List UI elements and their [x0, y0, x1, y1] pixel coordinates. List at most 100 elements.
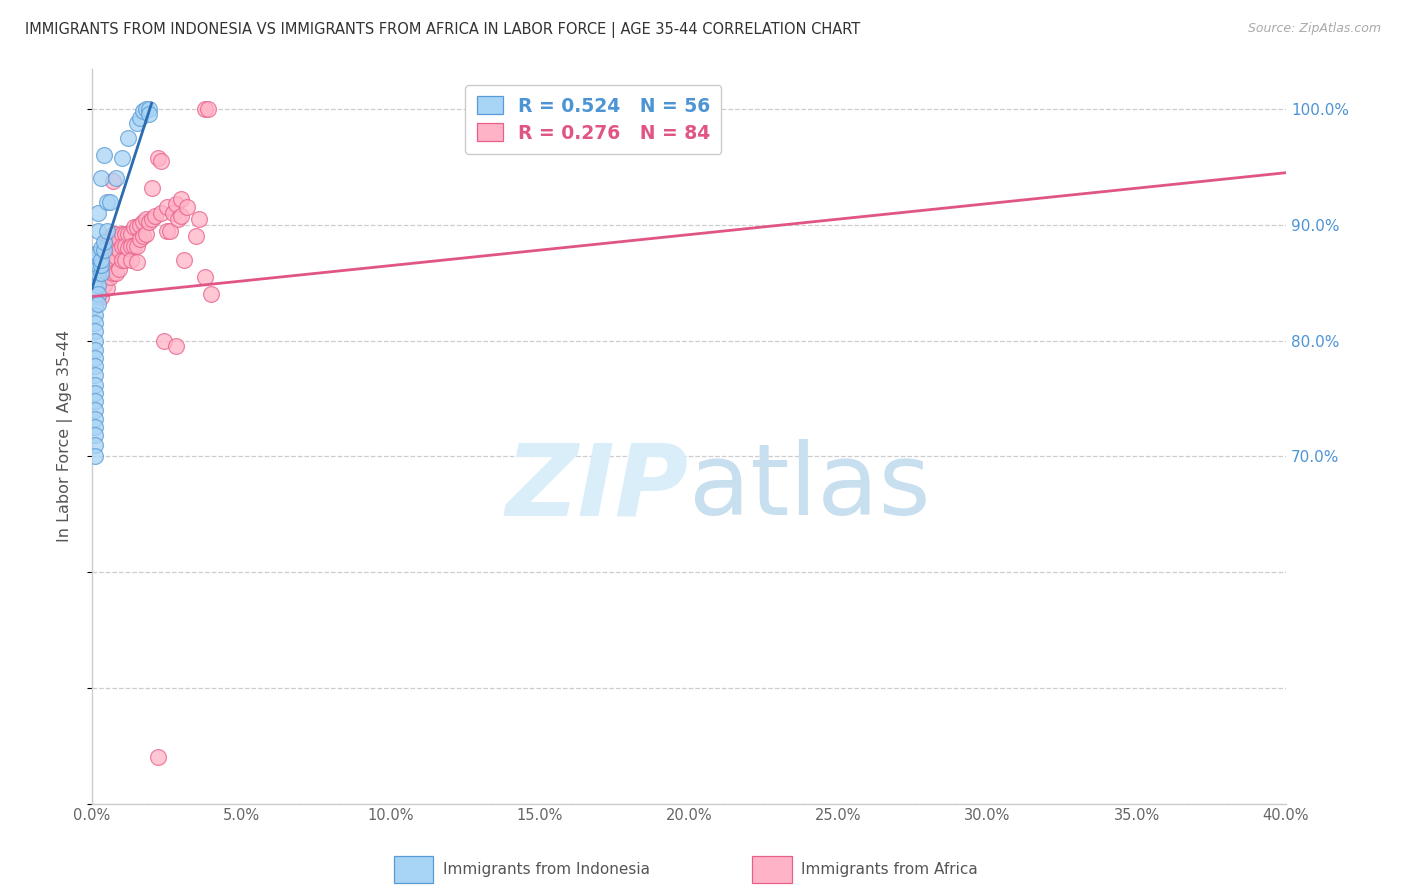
Point	[111, 252, 134, 267]
Point	[87, 250, 110, 264]
Point	[84, 267, 107, 281]
Point	[111, 227, 134, 241]
Point	[170, 209, 193, 223]
Point	[84, 316, 107, 330]
Point	[114, 252, 136, 267]
Point	[101, 255, 124, 269]
Point	[117, 131, 139, 145]
Point	[90, 258, 112, 272]
Point	[138, 102, 160, 116]
Point	[101, 244, 124, 258]
Point	[125, 220, 148, 235]
Point	[84, 258, 107, 272]
Point	[117, 227, 139, 241]
Point	[87, 296, 110, 310]
Point	[84, 299, 107, 313]
Point	[96, 224, 118, 238]
Point	[131, 104, 153, 119]
Point	[125, 255, 148, 269]
Point	[104, 250, 127, 264]
Point	[93, 148, 115, 162]
Point	[96, 261, 118, 276]
Point	[104, 267, 127, 281]
Point	[93, 244, 115, 258]
Point	[104, 171, 127, 186]
Point	[93, 244, 115, 258]
Point	[98, 246, 121, 260]
Point	[87, 206, 110, 220]
Point	[96, 194, 118, 209]
Point	[84, 420, 107, 434]
Point	[84, 393, 107, 408]
Point	[111, 238, 134, 252]
Point	[84, 285, 107, 299]
Point	[155, 224, 177, 238]
Point	[87, 267, 110, 281]
Point	[84, 264, 107, 278]
Point	[90, 267, 112, 281]
Point	[141, 212, 163, 227]
Point	[167, 212, 190, 227]
Point	[84, 276, 107, 290]
Point	[87, 224, 110, 238]
Text: Immigrants from Africa: Immigrants from Africa	[801, 863, 979, 877]
Point	[117, 241, 139, 255]
Point	[107, 244, 129, 258]
Point	[141, 180, 163, 194]
Point	[90, 252, 112, 267]
Point	[84, 377, 107, 392]
Point	[84, 273, 107, 287]
Point	[84, 252, 107, 267]
Point	[84, 385, 107, 400]
Point	[87, 267, 110, 281]
Point	[87, 289, 110, 303]
Point	[96, 246, 118, 260]
Point	[96, 281, 118, 295]
Point	[111, 151, 134, 165]
Point	[194, 269, 217, 284]
Point	[84, 281, 107, 295]
Point	[98, 235, 121, 249]
Point	[143, 209, 166, 223]
Point	[93, 255, 115, 269]
Point	[200, 287, 222, 301]
Point	[87, 264, 110, 278]
Point	[84, 324, 107, 338]
Point	[84, 334, 107, 348]
Point	[186, 229, 208, 244]
Point	[84, 289, 107, 303]
Point	[188, 212, 211, 227]
Point	[104, 227, 127, 241]
Point	[84, 351, 107, 365]
Point	[84, 252, 107, 267]
Point	[165, 197, 187, 211]
Point	[173, 252, 195, 267]
Point	[162, 206, 184, 220]
Point	[131, 215, 153, 229]
Point	[135, 227, 157, 241]
Point	[135, 212, 157, 227]
Point	[90, 241, 112, 255]
Point	[87, 287, 110, 301]
Point	[84, 412, 107, 426]
Point	[87, 278, 110, 293]
Point	[125, 116, 148, 130]
Point	[114, 238, 136, 252]
Point	[84, 255, 107, 269]
Point	[90, 250, 112, 264]
Point	[155, 201, 177, 215]
Point	[96, 232, 118, 246]
Point	[138, 106, 160, 120]
Point	[87, 258, 110, 272]
Point	[101, 174, 124, 188]
Point	[87, 246, 110, 260]
Point	[84, 359, 107, 373]
Point	[90, 267, 112, 281]
Text: Immigrants from Indonesia: Immigrants from Indonesia	[443, 863, 650, 877]
Point	[84, 343, 107, 357]
Point	[128, 218, 150, 232]
Text: atlas: atlas	[689, 439, 931, 536]
Point	[131, 229, 153, 244]
Point	[98, 269, 121, 284]
Point	[98, 194, 121, 209]
